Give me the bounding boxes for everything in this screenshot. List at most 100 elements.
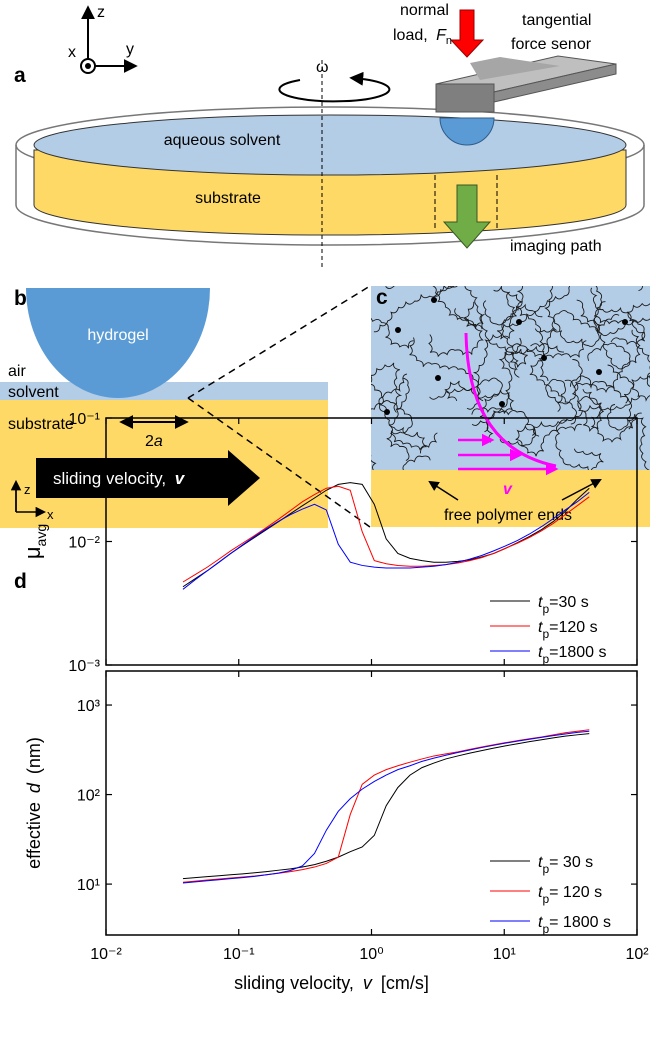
marker [527,0,535,4]
y-label-symbol: μ [20,546,45,559]
load-label: normal [400,2,449,19]
velocity-var: v [503,481,513,498]
marker [575,0,582,7]
crosslink [516,319,522,325]
marker [495,0,502,7]
zoom-line [188,286,370,398]
marker [545,0,553,4]
marker [524,0,532,4]
panel-c: v free polymer ends c [311,239,656,527]
marker [558,0,565,7]
marker [520,0,528,4]
hydrogel-zoom [371,286,650,470]
marker [555,0,563,4]
marker [557,0,565,4]
axis-label: z [24,482,31,497]
marker [550,0,558,4]
velocity-var: v [175,469,186,488]
marker [526,0,533,7]
marker [502,0,509,7]
marker [556,0,563,7]
marker [485,0,492,7]
y-label-sub: avg [33,524,49,547]
y-axis-label: μavg [20,524,49,559]
legend-name: = 120 s [549,884,602,901]
marker [515,0,523,4]
marker [533,0,540,7]
y-tick-label: 10⁻¹ [68,411,100,428]
marker [535,0,542,7]
marker [532,0,540,4]
marker [539,0,547,4]
panel-b: hydrogel b air solvent substrate 2a slid… [0,286,370,528]
legend-name: =1800 s [549,644,606,661]
marker [550,0,557,7]
marker [481,0,488,7]
marker [559,0,566,7]
marker [550,0,557,7]
contact-num: 2 [145,433,154,450]
legend-entry: tp= 30 s [538,854,593,876]
marker [561,0,569,4]
axis-label: x [47,507,54,522]
marker [583,0,590,7]
marker [534,0,542,4]
marker [555,0,562,7]
marker [562,0,570,4]
crosslink [431,297,437,303]
y-tick-label: 10⁻³ [68,658,100,675]
panel-label: c [376,286,388,309]
legend-entry: tp=30 s [538,594,589,616]
marker [557,0,564,7]
sensor-block [436,84,494,112]
marker [539,0,546,7]
sensor-label: tangential [522,12,591,29]
figure: z x y a ω normal load, Fn tangential for… [0,0,656,1059]
panel-label: b [14,287,27,310]
marker [502,0,510,4]
axis-dot [85,63,91,69]
marker [539,0,547,4]
marker [481,0,488,7]
marker [559,0,567,4]
marker [487,0,494,7]
legend-marker [598,0,605,7]
polymer-chain [386,240,474,288]
marker [486,0,494,4]
crosslink [384,409,390,415]
velocity-label: sliding velocity, v [53,469,186,488]
panel-a: z x y a ω normal load, Fn tangential for… [14,2,644,268]
crosslink [435,375,441,381]
y-axis-label: effective d (nm) [24,737,44,869]
y-tick-label: 10² [77,788,101,805]
crosslink [541,355,547,361]
legend-name: =120 s [549,619,597,636]
marker [518,0,525,7]
marker [528,0,536,4]
x-label-text: sliding velocity, [234,973,359,993]
rotation-arrow [279,78,389,101]
marker [562,0,570,4]
marker [547,0,555,4]
load-arrow [451,10,483,57]
marker [578,0,586,4]
marker [553,0,560,7]
imaging-label: imaging path [510,238,602,255]
legend-name: = 30 s [549,854,593,871]
axis-label: y [126,41,134,58]
marker [484,0,492,4]
marker [526,0,533,7]
marker [545,0,552,7]
marker [482,0,490,4]
marker [508,0,515,7]
marker [563,0,571,4]
marker [562,0,570,4]
marker [493,0,501,4]
y-tick-label: 10⁻² [68,535,100,552]
legend-entry: tp=120 s [538,619,598,641]
legend-marker [622,0,630,4]
marker [501,0,508,7]
crosslink [499,401,505,407]
marker [507,0,515,4]
marker [534,0,541,7]
